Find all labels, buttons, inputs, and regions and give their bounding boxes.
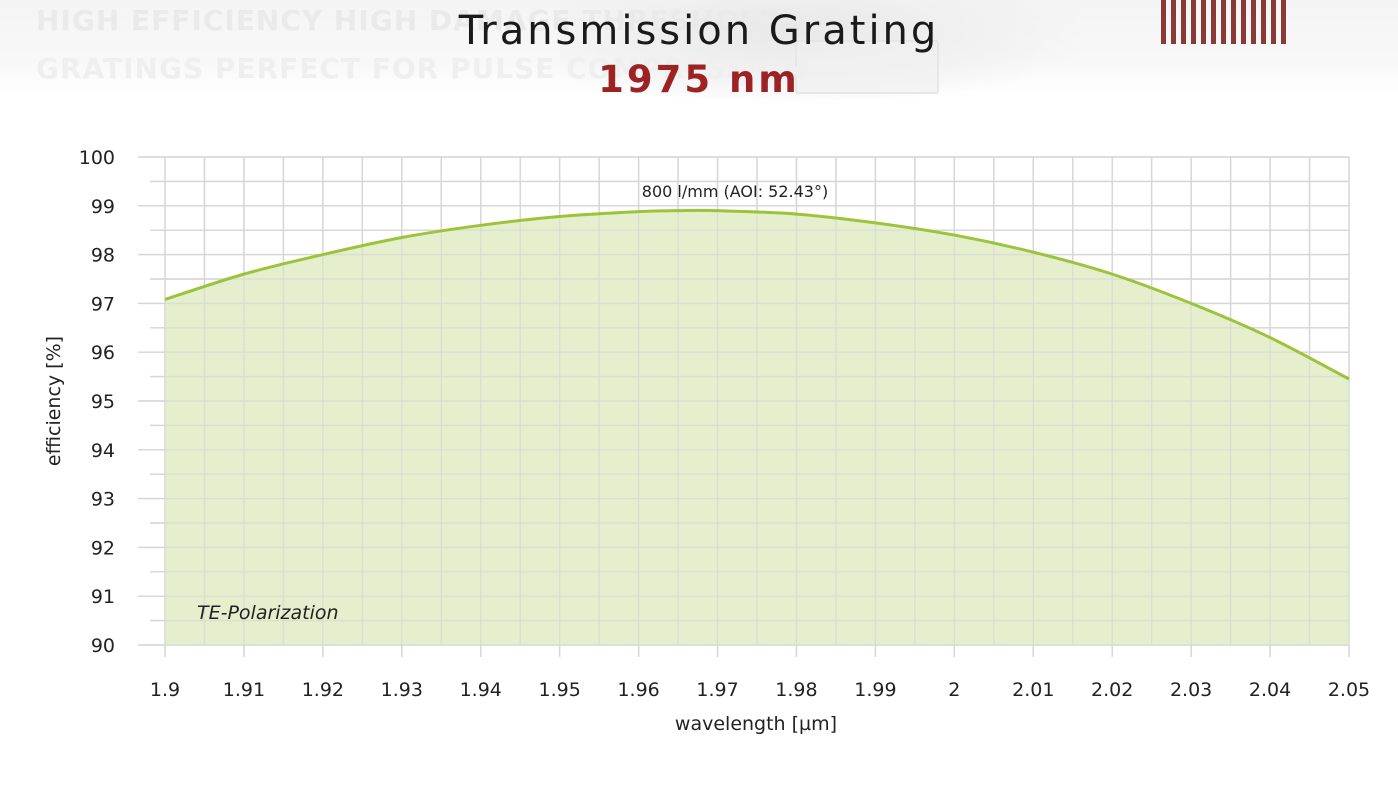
x-tick-label: 1.97 — [696, 679, 738, 701]
y-tick-label: 94 — [91, 440, 115, 462]
chart-title: Transmission Grating — [458, 8, 940, 54]
x-tick-label: 2.03 — [1170, 679, 1212, 701]
y-axis-ticks: 90 91 92 93 94 95 96 97 98 99 100 — [79, 147, 115, 657]
efficiency-curve — [164, 208, 1350, 381]
logo-bar — [1241, 0, 1246, 44]
polarization-label: TE-Polarization — [197, 602, 339, 624]
y-tick-label: 91 — [91, 586, 115, 608]
logo-bar — [1281, 0, 1286, 44]
logo-bar — [1181, 0, 1186, 44]
logo-bar — [1211, 0, 1216, 44]
x-tick-label: 1.9 — [150, 679, 180, 701]
logo-bar — [1201, 0, 1206, 44]
logo-bar — [1221, 0, 1226, 44]
y-tick-label: 98 — [91, 245, 115, 267]
x-tick-label: 1.92 — [302, 679, 344, 701]
y-tick-label: 97 — [91, 293, 115, 315]
logo-bar — [1171, 0, 1176, 44]
x-tick-label: 1.93 — [381, 679, 423, 701]
x-tick-label: 1.98 — [775, 679, 817, 701]
y-tick-label: 93 — [91, 489, 115, 511]
x-tick-label: 1.94 — [460, 679, 502, 701]
banner-tagline-2: GRATINGS PERFECT FOR PULSE COMPRESSION — [36, 52, 808, 85]
logo-bar — [1231, 0, 1236, 44]
logo-bar — [1161, 0, 1166, 44]
y-tick-label: 90 — [91, 635, 115, 657]
x-axis-label: wavelength [µm] — [675, 713, 837, 735]
y-tick-label: 99 — [91, 196, 115, 218]
x-tick-label: 2.01 — [1012, 679, 1054, 701]
y-tick-label: 92 — [91, 537, 115, 559]
y-tick-label: 96 — [91, 342, 115, 364]
chart-subtitle: 1975 nm — [598, 58, 800, 101]
x-tick-label: 2.04 — [1249, 679, 1291, 701]
x-axis-ticks: 1.9 1.91 1.92 1.93 1.94 1.95 1.96 1.97 1.98 1.99 2… — [150, 679, 1370, 701]
x-tick-label: 1.95 — [539, 679, 581, 701]
x-tick-label: 1.91 — [223, 679, 265, 701]
x-tick-label: 1.99 — [854, 679, 896, 701]
company-logo-icon — [1161, 0, 1291, 44]
x-tick-label: 1.96 — [617, 679, 659, 701]
logo-bar — [1251, 0, 1256, 44]
series-annotation: 800 l/mm (AOI: 52.43°) — [642, 182, 828, 201]
logo-bar — [1191, 0, 1196, 44]
banner-tagline-1: HIGH EFFICIENCY HIGH DAMAGE THRESHOLD — [36, 4, 783, 37]
grid-overlay — [138, 156, 1350, 657]
header-banner: HIGH EFFICIENCY HIGH DAMAGE THRESHOLD GR… — [0, 0, 1398, 100]
y-tick-label: 100 — [79, 147, 115, 169]
logo-bar — [1261, 0, 1266, 44]
x-tick-label: 2 — [948, 679, 960, 701]
y-axis-label: efficiency [%] — [43, 336, 65, 466]
banner-product-box — [795, 40, 939, 94]
logo-bar — [1271, 0, 1276, 44]
x-tick-label: 2.05 — [1328, 679, 1370, 701]
y-tick-label: 95 — [91, 391, 115, 413]
x-tick-label: 2.02 — [1091, 679, 1133, 701]
